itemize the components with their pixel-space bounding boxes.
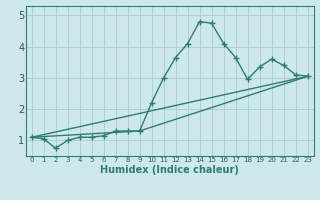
X-axis label: Humidex (Indice chaleur): Humidex (Indice chaleur) <box>100 165 239 175</box>
